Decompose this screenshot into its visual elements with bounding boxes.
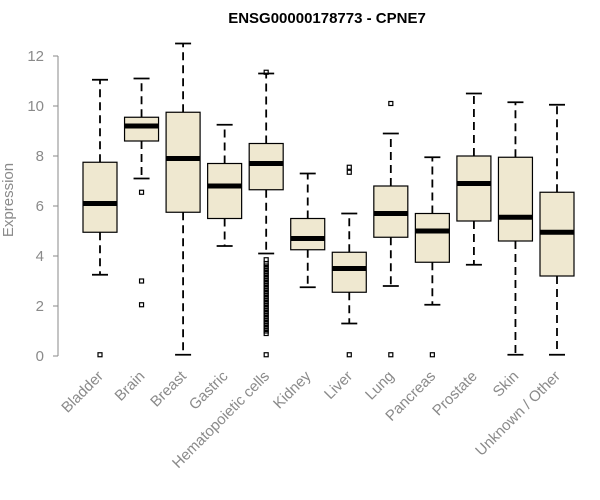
x-tick-label: Brain — [112, 368, 149, 405]
x-tick-label: Prostate — [429, 368, 481, 420]
box-group-7 — [331, 164, 367, 358]
outlier-point — [388, 352, 394, 358]
y-tick-label: 2 — [36, 298, 44, 315]
box-group-4 — [207, 123, 243, 247]
iqr-box — [414, 212, 450, 263]
x-tick-label: Skin — [490, 368, 523, 401]
boxes — [82, 42, 575, 358]
iqr-box — [82, 161, 118, 233]
box-group-12 — [539, 103, 575, 356]
outlier-point — [346, 164, 352, 170]
box-group-5 — [248, 69, 284, 358]
x-tick-label: Bladder — [58, 368, 107, 417]
box-group-8 — [373, 100, 409, 358]
box-group-6 — [290, 172, 326, 289]
outlier-point — [346, 169, 352, 175]
outlier-point — [138, 278, 145, 284]
outlier-point — [388, 100, 394, 107]
y-tick-label: 10 — [27, 98, 44, 115]
iqr-box — [248, 142, 284, 191]
x-tick-label: Liver — [321, 368, 356, 403]
chart-title: ENSG00000178773 - CPNE7 — [228, 10, 426, 27]
y-axis: 0 2 4 6 8 10 12 — [27, 48, 59, 365]
box-group-9 — [414, 156, 450, 358]
iqr-box — [331, 251, 367, 293]
box-group-11 — [497, 101, 534, 356]
box-group-3 — [165, 42, 201, 356]
outlier-point — [263, 257, 269, 263]
box-group-2 — [123, 77, 160, 308]
outlier-point — [263, 69, 269, 75]
y-tick-label: 8 — [36, 148, 44, 165]
y-tick-label: 4 — [36, 248, 44, 265]
x-tick-label: Kidney — [270, 367, 315, 412]
box-group-10 — [456, 92, 492, 266]
y-tick-label: 0 — [36, 348, 44, 365]
outlier-point — [429, 352, 435, 358]
iqr-box — [207, 162, 243, 220]
x-tick-label: Lung — [362, 368, 398, 404]
outlier-point — [97, 352, 103, 358]
iqr-box — [456, 155, 492, 222]
y-tick-label: 6 — [36, 198, 44, 215]
iqr-box — [497, 156, 534, 242]
outlier-point — [346, 352, 352, 358]
iqr-box — [290, 217, 326, 251]
iqr-box — [123, 116, 160, 142]
y-axis-label: Expression — [0, 163, 17, 237]
outlier-point — [263, 352, 269, 358]
iqr-box — [165, 111, 201, 213]
x-tick-label: Breast — [147, 367, 190, 410]
outlier-point — [138, 302, 145, 308]
y-tick-label: 12 — [27, 48, 44, 65]
outlier-point — [138, 189, 145, 195]
box-group-1 — [82, 78, 118, 358]
